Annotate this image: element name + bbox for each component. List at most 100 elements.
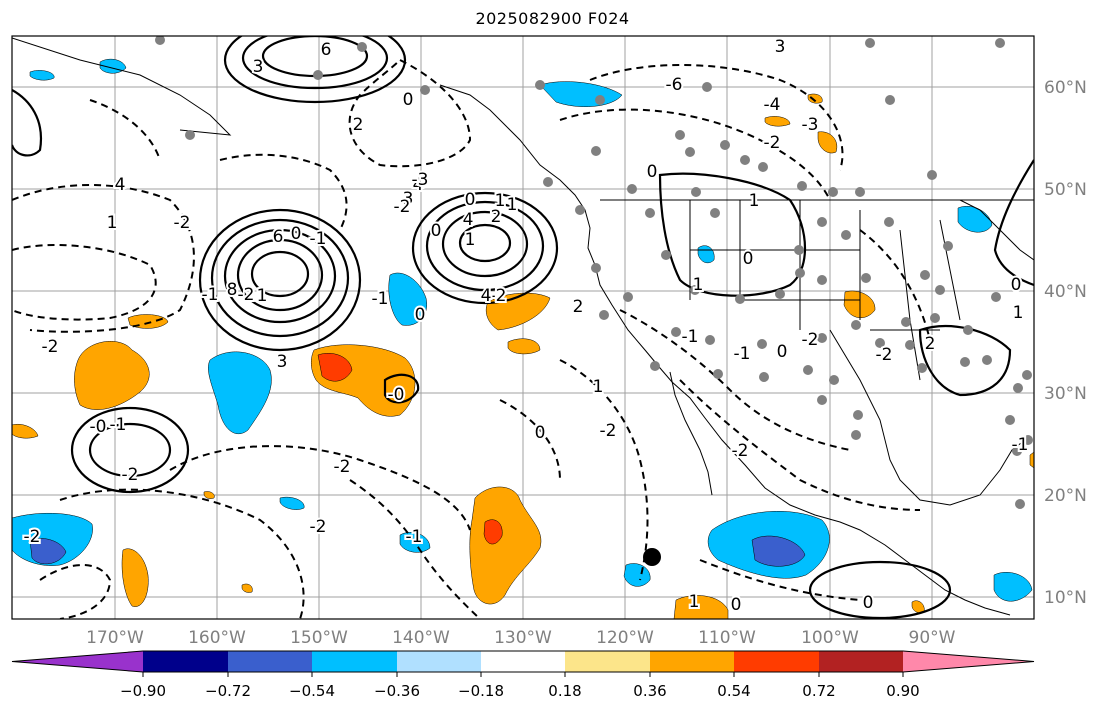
station-dot bbox=[935, 285, 945, 295]
station-dot bbox=[905, 340, 915, 350]
station-dot bbox=[817, 275, 827, 285]
station-dot bbox=[775, 289, 785, 299]
station-dot bbox=[817, 217, 827, 227]
contour-label: -1 bbox=[372, 289, 389, 309]
contour-label: 2 bbox=[491, 207, 502, 227]
station-dot bbox=[599, 310, 609, 320]
contour-label: 4 bbox=[463, 210, 474, 230]
contour-label-halo: -1 bbox=[734, 344, 751, 364]
contour-label: 4 bbox=[481, 286, 492, 306]
contour-label: 1 bbox=[495, 191, 506, 211]
contour-lines bbox=[12, 36, 1034, 619]
dashed-contour bbox=[89, 99, 161, 161]
contour-label-halo: -2 bbox=[122, 465, 139, 485]
station-dot bbox=[943, 241, 953, 251]
contour-label-halo: -4 bbox=[764, 95, 781, 115]
station-dot bbox=[185, 130, 195, 140]
contour-label-halo: -2 bbox=[174, 213, 191, 233]
lon-tick-label: 150°W bbox=[290, 628, 348, 648]
contour-label: -1 bbox=[406, 527, 423, 547]
colorbar-tick-label: 0.36 bbox=[633, 682, 666, 700]
contour-label: 3 bbox=[253, 57, 264, 77]
station-dot bbox=[982, 355, 992, 365]
colorbar-segment bbox=[650, 651, 734, 672]
station-dot bbox=[591, 146, 601, 156]
contour-label-halo: -2 bbox=[732, 441, 749, 461]
colorbar-segment bbox=[228, 651, 312, 672]
station-dot bbox=[795, 268, 805, 278]
colorbar-segment bbox=[143, 651, 228, 672]
lon-tick-label: 110°W bbox=[698, 628, 756, 648]
positive-anomaly-region bbox=[74, 341, 150, 410]
contour-label-halo: 0 bbox=[863, 593, 874, 613]
storm-center-marker bbox=[643, 548, 661, 566]
high-center-contour bbox=[70, 406, 190, 494]
contour-label: 1 bbox=[689, 592, 700, 612]
station-dot bbox=[797, 181, 807, 191]
negative-anomaly-region bbox=[279, 496, 305, 510]
dashed-contour bbox=[12, 244, 157, 321]
positive-anomaly-region bbox=[817, 131, 838, 154]
contour-label-halo: -6 bbox=[666, 75, 683, 95]
colorbar-tick-label: −0.72 bbox=[205, 682, 251, 700]
contour-label-halo: -0 bbox=[90, 417, 107, 437]
contour-label-halo: 2 bbox=[573, 297, 584, 317]
contour-label-halo: 1 bbox=[495, 191, 506, 211]
ocean-contour bbox=[12, 89, 43, 157]
contour-label-halo: -2 bbox=[764, 133, 781, 153]
lon-tick-label: 90°W bbox=[909, 628, 956, 648]
contour-label: -3 bbox=[412, 170, 429, 190]
contour-label: -2 bbox=[174, 213, 191, 233]
station-dot bbox=[420, 85, 430, 95]
dashed-contour bbox=[348, 58, 472, 168]
contour-label-halo: 4 bbox=[481, 286, 492, 306]
station-dot bbox=[735, 294, 745, 304]
lat-tick-label: 40°N bbox=[1044, 282, 1087, 302]
contour-label: -0 bbox=[388, 385, 405, 405]
positive-anomaly-region bbox=[673, 595, 729, 619]
contour-label: 0 bbox=[291, 224, 302, 244]
contour-label-halo: -2 bbox=[334, 457, 351, 477]
high-center-contour bbox=[441, 210, 529, 278]
dashed-contour bbox=[679, 379, 921, 511]
latitude-axis: 60°N 50°N 40°N 30°N 20°N 10°N bbox=[1044, 78, 1087, 608]
contour-label: -1 bbox=[310, 229, 327, 249]
high-center-contour bbox=[425, 200, 545, 292]
contour-label: 2 bbox=[353, 115, 364, 135]
contour-label: 1 bbox=[257, 286, 268, 306]
contour-label: -4 bbox=[764, 95, 781, 115]
lon-tick-label: 130°W bbox=[494, 628, 552, 648]
positive-anomaly-region bbox=[807, 93, 823, 104]
contour-label-halo: 0 bbox=[777, 342, 788, 362]
station-dot bbox=[702, 82, 712, 92]
strong-negative-region bbox=[751, 535, 806, 567]
contour-label-halo: 0 bbox=[731, 595, 742, 615]
strong-positive-region bbox=[317, 353, 353, 382]
station-dot bbox=[575, 205, 585, 215]
contour-label-halo: 2 bbox=[925, 334, 936, 354]
contour-label-halo: 3 bbox=[253, 57, 264, 77]
contour-label-halo: 0 bbox=[743, 249, 754, 269]
contour-label-halo: 1 bbox=[465, 230, 476, 250]
lat-tick-label: 10°N bbox=[1044, 588, 1087, 608]
lat-tick-label: 60°N bbox=[1044, 78, 1087, 98]
contour-label-halo: -3 bbox=[412, 170, 429, 190]
contour-label-halo: 0 bbox=[291, 224, 302, 244]
colorbar-tick-label: −0.36 bbox=[374, 682, 420, 700]
dashed-contour bbox=[589, 64, 844, 171]
pacific-coastline bbox=[439, 84, 1011, 616]
anomaly-shading bbox=[12, 58, 1034, 619]
station-dot bbox=[535, 80, 545, 90]
station-dot bbox=[828, 187, 838, 197]
contour-label-halo: -0 bbox=[388, 385, 405, 405]
dashed-contour bbox=[559, 359, 649, 581]
station-dot bbox=[595, 95, 605, 105]
contour-label-halo: 4 bbox=[463, 210, 474, 230]
station-dot bbox=[1012, 446, 1022, 456]
station-dot bbox=[155, 36, 165, 45]
station-dot bbox=[650, 361, 660, 371]
colorbar-segment bbox=[565, 651, 650, 672]
station-dot bbox=[710, 208, 720, 218]
contour-label: -1 bbox=[202, 285, 219, 305]
contour-label-halo: 6 bbox=[321, 40, 332, 60]
